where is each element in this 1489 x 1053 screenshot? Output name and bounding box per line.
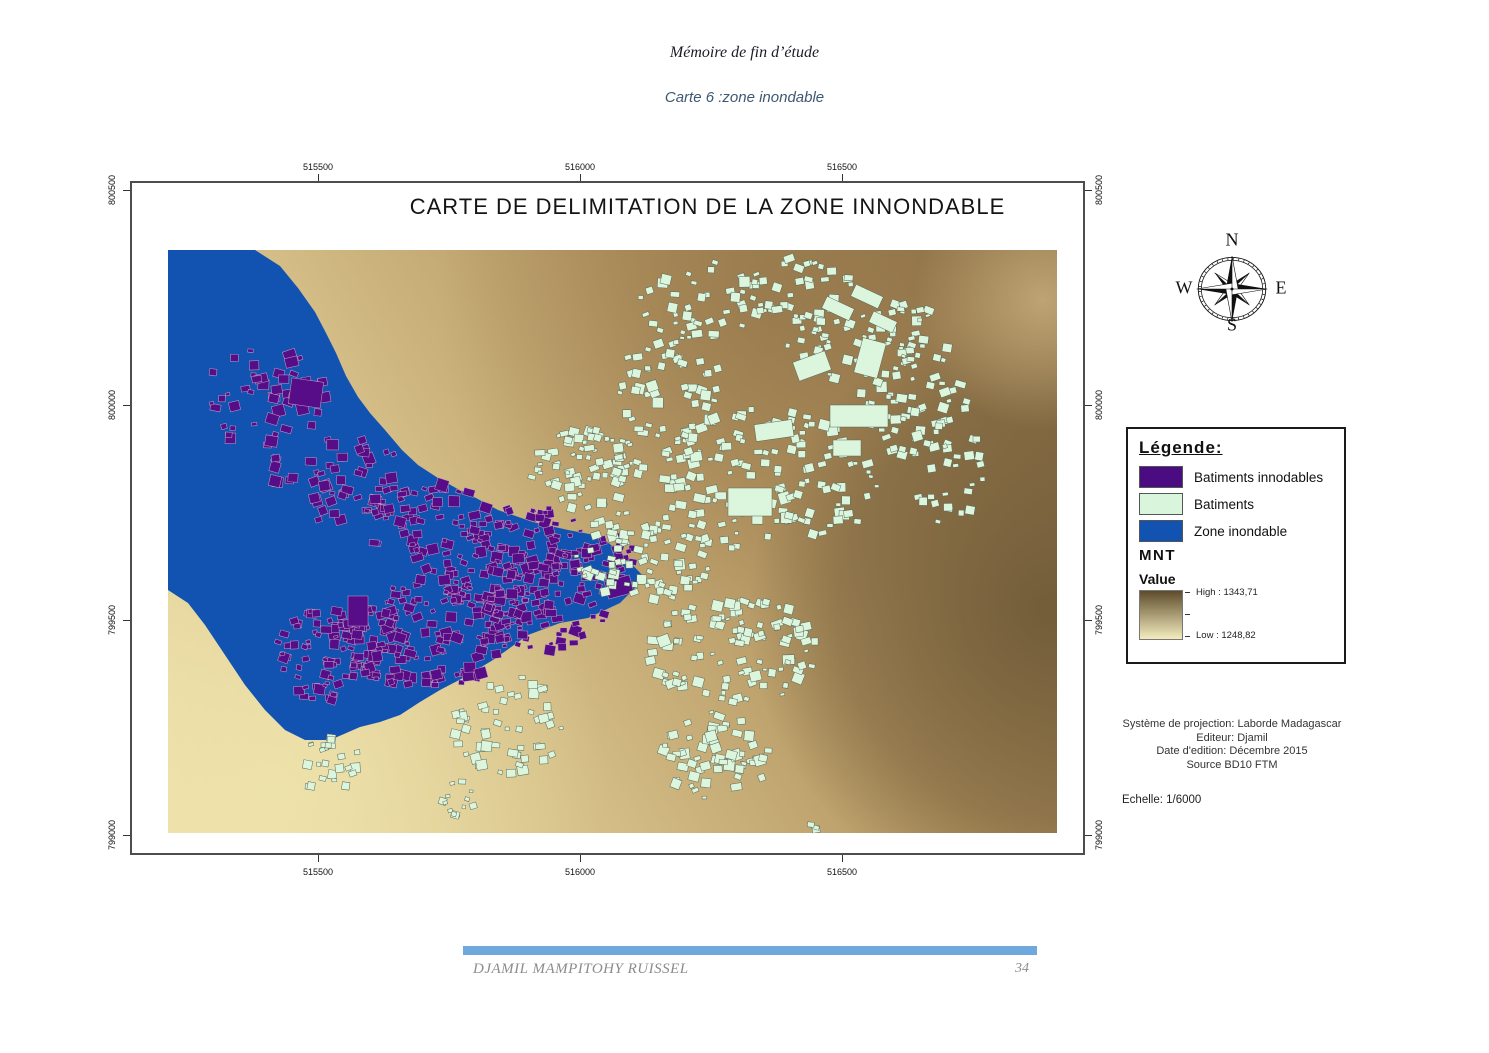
legend-item: Zone inondable — [1139, 520, 1344, 542]
credit-line: Editeur: Djamil — [1196, 731, 1268, 744]
legend-title: Légende: — [1139, 438, 1223, 457]
x-axis-label: 516000 — [564, 162, 596, 172]
ramp-tick-mid — [1185, 614, 1190, 615]
legend-item-swatch — [1139, 466, 1183, 488]
y-axis-label: 799000 — [107, 819, 117, 851]
buildings-layer — [302, 253, 986, 833]
map-credits: Système de projection: Laborde Madagasca… — [1107, 718, 1357, 772]
x-axis-tick — [318, 855, 319, 862]
legend-box: Légende: Batiments innodables Batiments Zo… — [1126, 427, 1346, 664]
x-axis-tick — [842, 855, 843, 862]
legend-item: Batiments — [1139, 493, 1344, 515]
y-axis-label: 799000 — [1094, 819, 1104, 851]
footer-accent-bar — [463, 946, 1037, 955]
elevation-ramp: High : 1343,71 Low : 1248,82 — [1139, 587, 1344, 642]
x-axis-label: 515500 — [302, 867, 334, 877]
legend-value-label: Value — [1139, 571, 1176, 587]
y-axis-tick — [1085, 835, 1092, 836]
y-axis-label: 800500 — [1094, 174, 1104, 206]
figure-caption: Carte 6 :zone inondable — [664, 89, 825, 106]
compass-label-west: W — [1175, 277, 1193, 298]
x-axis-label: 516500 — [826, 162, 858, 172]
y-axis-tick — [123, 835, 130, 836]
ramp-tick-low — [1185, 636, 1190, 637]
legend-mnt-label: MNT — [1139, 547, 1176, 564]
x-axis-tick — [580, 174, 581, 181]
document-header-title: Mémoire de fin d’étude — [669, 44, 820, 61]
y-axis-label: 799500 — [1094, 604, 1104, 636]
footer-page-number: 34 — [1015, 961, 1029, 976]
x-axis-tick — [580, 855, 581, 862]
map-canvas — [168, 250, 1057, 833]
ramp-tick-high — [1185, 592, 1190, 593]
compass-label-north: N — [1225, 229, 1239, 250]
credit-line: Système de projection: Laborde Madagasca… — [1122, 718, 1342, 730]
x-axis-tick — [842, 174, 843, 181]
y-axis-label: 800500 — [107, 174, 117, 206]
legend-item-swatch — [1139, 520, 1183, 542]
y-axis-tick — [123, 405, 130, 406]
y-axis-label: 800000 — [1094, 389, 1104, 421]
compass-rose — [1196, 255, 1268, 323]
y-axis-tick — [1085, 405, 1092, 406]
legend-item-swatch — [1139, 493, 1183, 515]
legend-item-label: Batiments — [1194, 496, 1255, 512]
y-axis-tick — [123, 620, 130, 621]
legend-item-label: Batiments innodables — [1194, 469, 1324, 485]
elevation-ramp-swatch — [1139, 590, 1183, 640]
credit-line: Date d'edition: Décembre 2015 — [1156, 745, 1308, 757]
x-axis-label: 516500 — [826, 867, 858, 877]
x-axis-label: 516000 — [564, 867, 596, 877]
credit-line: Source BD10 FTM — [1186, 758, 1278, 771]
legend-items: Batiments innodables Batiments Zone inonda… — [1139, 466, 1344, 542]
footer-author: DJAMIL MAMPITOHY RUISSEL — [473, 961, 689, 977]
ramp-high-label: High : 1343,71 — [1196, 587, 1258, 598]
compass-label-south: S — [1226, 314, 1238, 335]
y-axis-tick — [1085, 620, 1092, 621]
y-axis-label: 800000 — [107, 389, 117, 421]
compass-star-cardinals — [1196, 255, 1268, 323]
map-scale-text: Echelle: 1/6000 — [1122, 794, 1202, 806]
y-axis-tick — [1085, 190, 1092, 191]
legend-item-label: Zone inondable — [1194, 523, 1288, 539]
x-axis-label: 515500 — [302, 162, 334, 172]
flooded-buildings-layer — [208, 347, 638, 706]
ramp-low-label: Low : 1248,82 — [1196, 630, 1256, 641]
y-axis-label: 799500 — [107, 604, 117, 636]
y-axis-tick — [123, 190, 130, 191]
x-axis-tick — [318, 174, 319, 181]
compass-label-east: E — [1275, 277, 1287, 298]
map-title: CARTE DE DELIMITATION DE LA ZONE INNONDA… — [409, 194, 1006, 219]
legend-item: Batiments innodables — [1139, 466, 1344, 488]
